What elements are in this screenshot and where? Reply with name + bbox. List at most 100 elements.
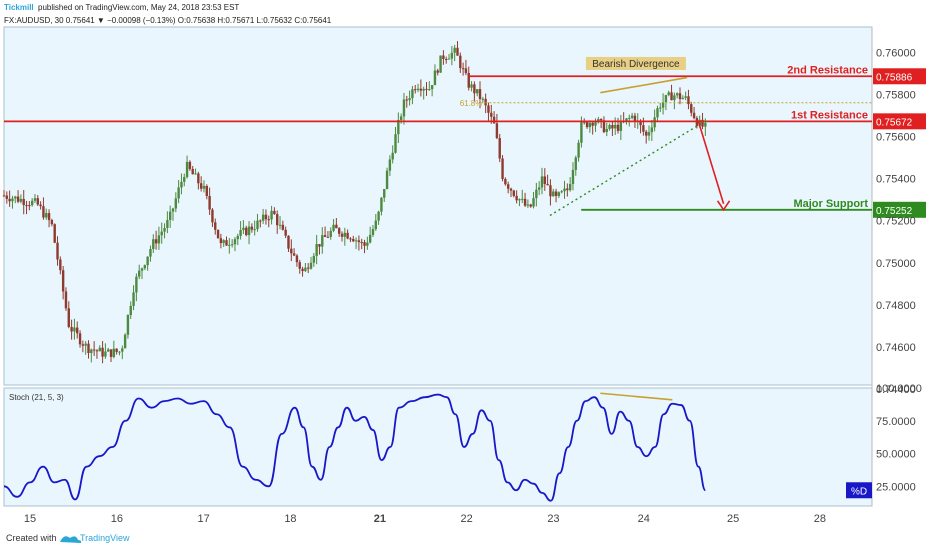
candle-body[interactable] <box>253 229 256 231</box>
candle-body[interactable] <box>284 229 287 236</box>
candle-body[interactable] <box>292 253 296 256</box>
candle-body[interactable] <box>137 270 141 277</box>
candle-body[interactable] <box>478 89 482 99</box>
candle-body[interactable] <box>36 198 39 205</box>
candle-body[interactable] <box>346 232 349 239</box>
candle-body[interactable] <box>222 240 225 244</box>
candle-body[interactable] <box>447 58 451 60</box>
candle-body[interactable] <box>171 208 175 212</box>
candle-body[interactable] <box>230 244 234 246</box>
candle-body[interactable] <box>247 226 251 236</box>
candle-body[interactable] <box>692 112 696 119</box>
candle-body[interactable] <box>628 117 631 119</box>
candle-body[interactable] <box>174 198 178 209</box>
candle-body[interactable] <box>132 292 135 306</box>
candle-body[interactable] <box>504 178 507 185</box>
candle-body[interactable] <box>481 98 485 100</box>
candle-body[interactable] <box>118 351 121 353</box>
candle-body[interactable] <box>574 157 577 170</box>
candle-body[interactable] <box>467 72 470 88</box>
candle-body[interactable] <box>540 176 544 188</box>
candle-body[interactable] <box>560 191 563 193</box>
candle-body[interactable] <box>256 220 259 230</box>
candle-body[interactable] <box>563 188 566 192</box>
candle-body[interactable] <box>343 232 347 237</box>
candle-body[interactable] <box>90 349 93 354</box>
candle-body[interactable] <box>160 231 163 236</box>
candle-body[interactable] <box>185 161 189 178</box>
candle-body[interactable] <box>470 84 473 88</box>
candle-body[interactable] <box>580 121 583 143</box>
candle-body[interactable] <box>216 229 220 239</box>
candle-body[interactable] <box>98 347 101 352</box>
candle-body[interactable] <box>368 234 372 243</box>
candle-body[interactable] <box>188 161 192 169</box>
candle-body[interactable] <box>326 236 330 238</box>
candle-body[interactable] <box>614 124 617 129</box>
candle-body[interactable] <box>59 259 62 271</box>
candle-body[interactable] <box>22 198 25 206</box>
candle-body[interactable] <box>304 267 307 272</box>
candle-body[interactable] <box>673 95 676 101</box>
candle-body[interactable] <box>490 112 493 117</box>
candle-body[interactable] <box>605 128 608 133</box>
candle-body[interactable] <box>639 120 642 126</box>
candle-body[interactable] <box>123 334 127 349</box>
candle-body[interactable] <box>219 238 223 244</box>
candle-body[interactable] <box>56 242 59 260</box>
candle-body[interactable] <box>140 268 144 271</box>
candle-body[interactable] <box>191 168 194 175</box>
candle-body[interactable] <box>202 185 206 189</box>
candle-body[interactable] <box>512 190 516 196</box>
candle-body[interactable] <box>312 255 316 263</box>
candle-body[interactable] <box>422 88 425 91</box>
candle-body[interactable] <box>374 220 377 230</box>
candle-body[interactable] <box>678 93 682 100</box>
candle-body[interactable] <box>228 244 231 246</box>
candle-body[interactable] <box>402 99 406 117</box>
candle-body[interactable] <box>315 244 318 256</box>
candle-body[interactable] <box>397 120 400 135</box>
candle-body[interactable] <box>87 343 90 354</box>
candle-body[interactable] <box>354 240 358 242</box>
candle-body[interactable] <box>475 89 479 94</box>
candle-body[interactable] <box>549 185 552 197</box>
candle-body[interactable] <box>306 267 310 269</box>
candle-body[interactable] <box>11 198 14 202</box>
candle-body[interactable] <box>154 239 158 244</box>
candle-body[interactable] <box>399 116 403 121</box>
symbol-ohlc-label[interactable]: FX:AUDUSD, 30 0.75641 ▼ −0.00098 (−0.13%… <box>4 16 332 25</box>
candle-body[interactable] <box>450 52 454 59</box>
candle-body[interactable] <box>19 198 23 202</box>
candle-body[interactable] <box>419 88 423 91</box>
candle-body[interactable] <box>129 305 132 316</box>
candle-body[interactable] <box>329 230 332 237</box>
candle-body[interactable] <box>650 127 654 133</box>
candle-body[interactable] <box>473 84 476 94</box>
candle-body[interactable] <box>273 210 276 215</box>
candle-body[interactable] <box>366 242 369 246</box>
candle-body[interactable] <box>332 224 335 231</box>
candle-body[interactable] <box>537 187 541 190</box>
candle-body[interactable] <box>245 227 248 236</box>
candle-body[interactable] <box>495 123 499 139</box>
candle-body[interactable] <box>64 291 68 309</box>
candle-body[interactable] <box>84 343 87 346</box>
candle-body[interactable] <box>318 244 321 247</box>
candle-body[interactable] <box>554 191 558 196</box>
candle-body[interactable] <box>290 248 293 254</box>
candle-body[interactable] <box>690 104 693 113</box>
candle-body[interactable] <box>233 239 237 245</box>
candle-body[interactable] <box>653 117 656 128</box>
candle-body[interactable] <box>321 235 324 247</box>
candle-body[interactable] <box>261 214 265 221</box>
candle-body[interactable] <box>143 265 147 269</box>
candle-body[interactable] <box>16 196 20 202</box>
candle-body[interactable] <box>577 142 580 158</box>
candle-body[interactable] <box>659 107 662 109</box>
candle-body[interactable] <box>126 315 130 335</box>
candle-body[interactable] <box>73 327 76 332</box>
candle-body[interactable] <box>492 116 496 124</box>
candle-body[interactable] <box>214 222 217 230</box>
candle-body[interactable] <box>2 195 6 197</box>
